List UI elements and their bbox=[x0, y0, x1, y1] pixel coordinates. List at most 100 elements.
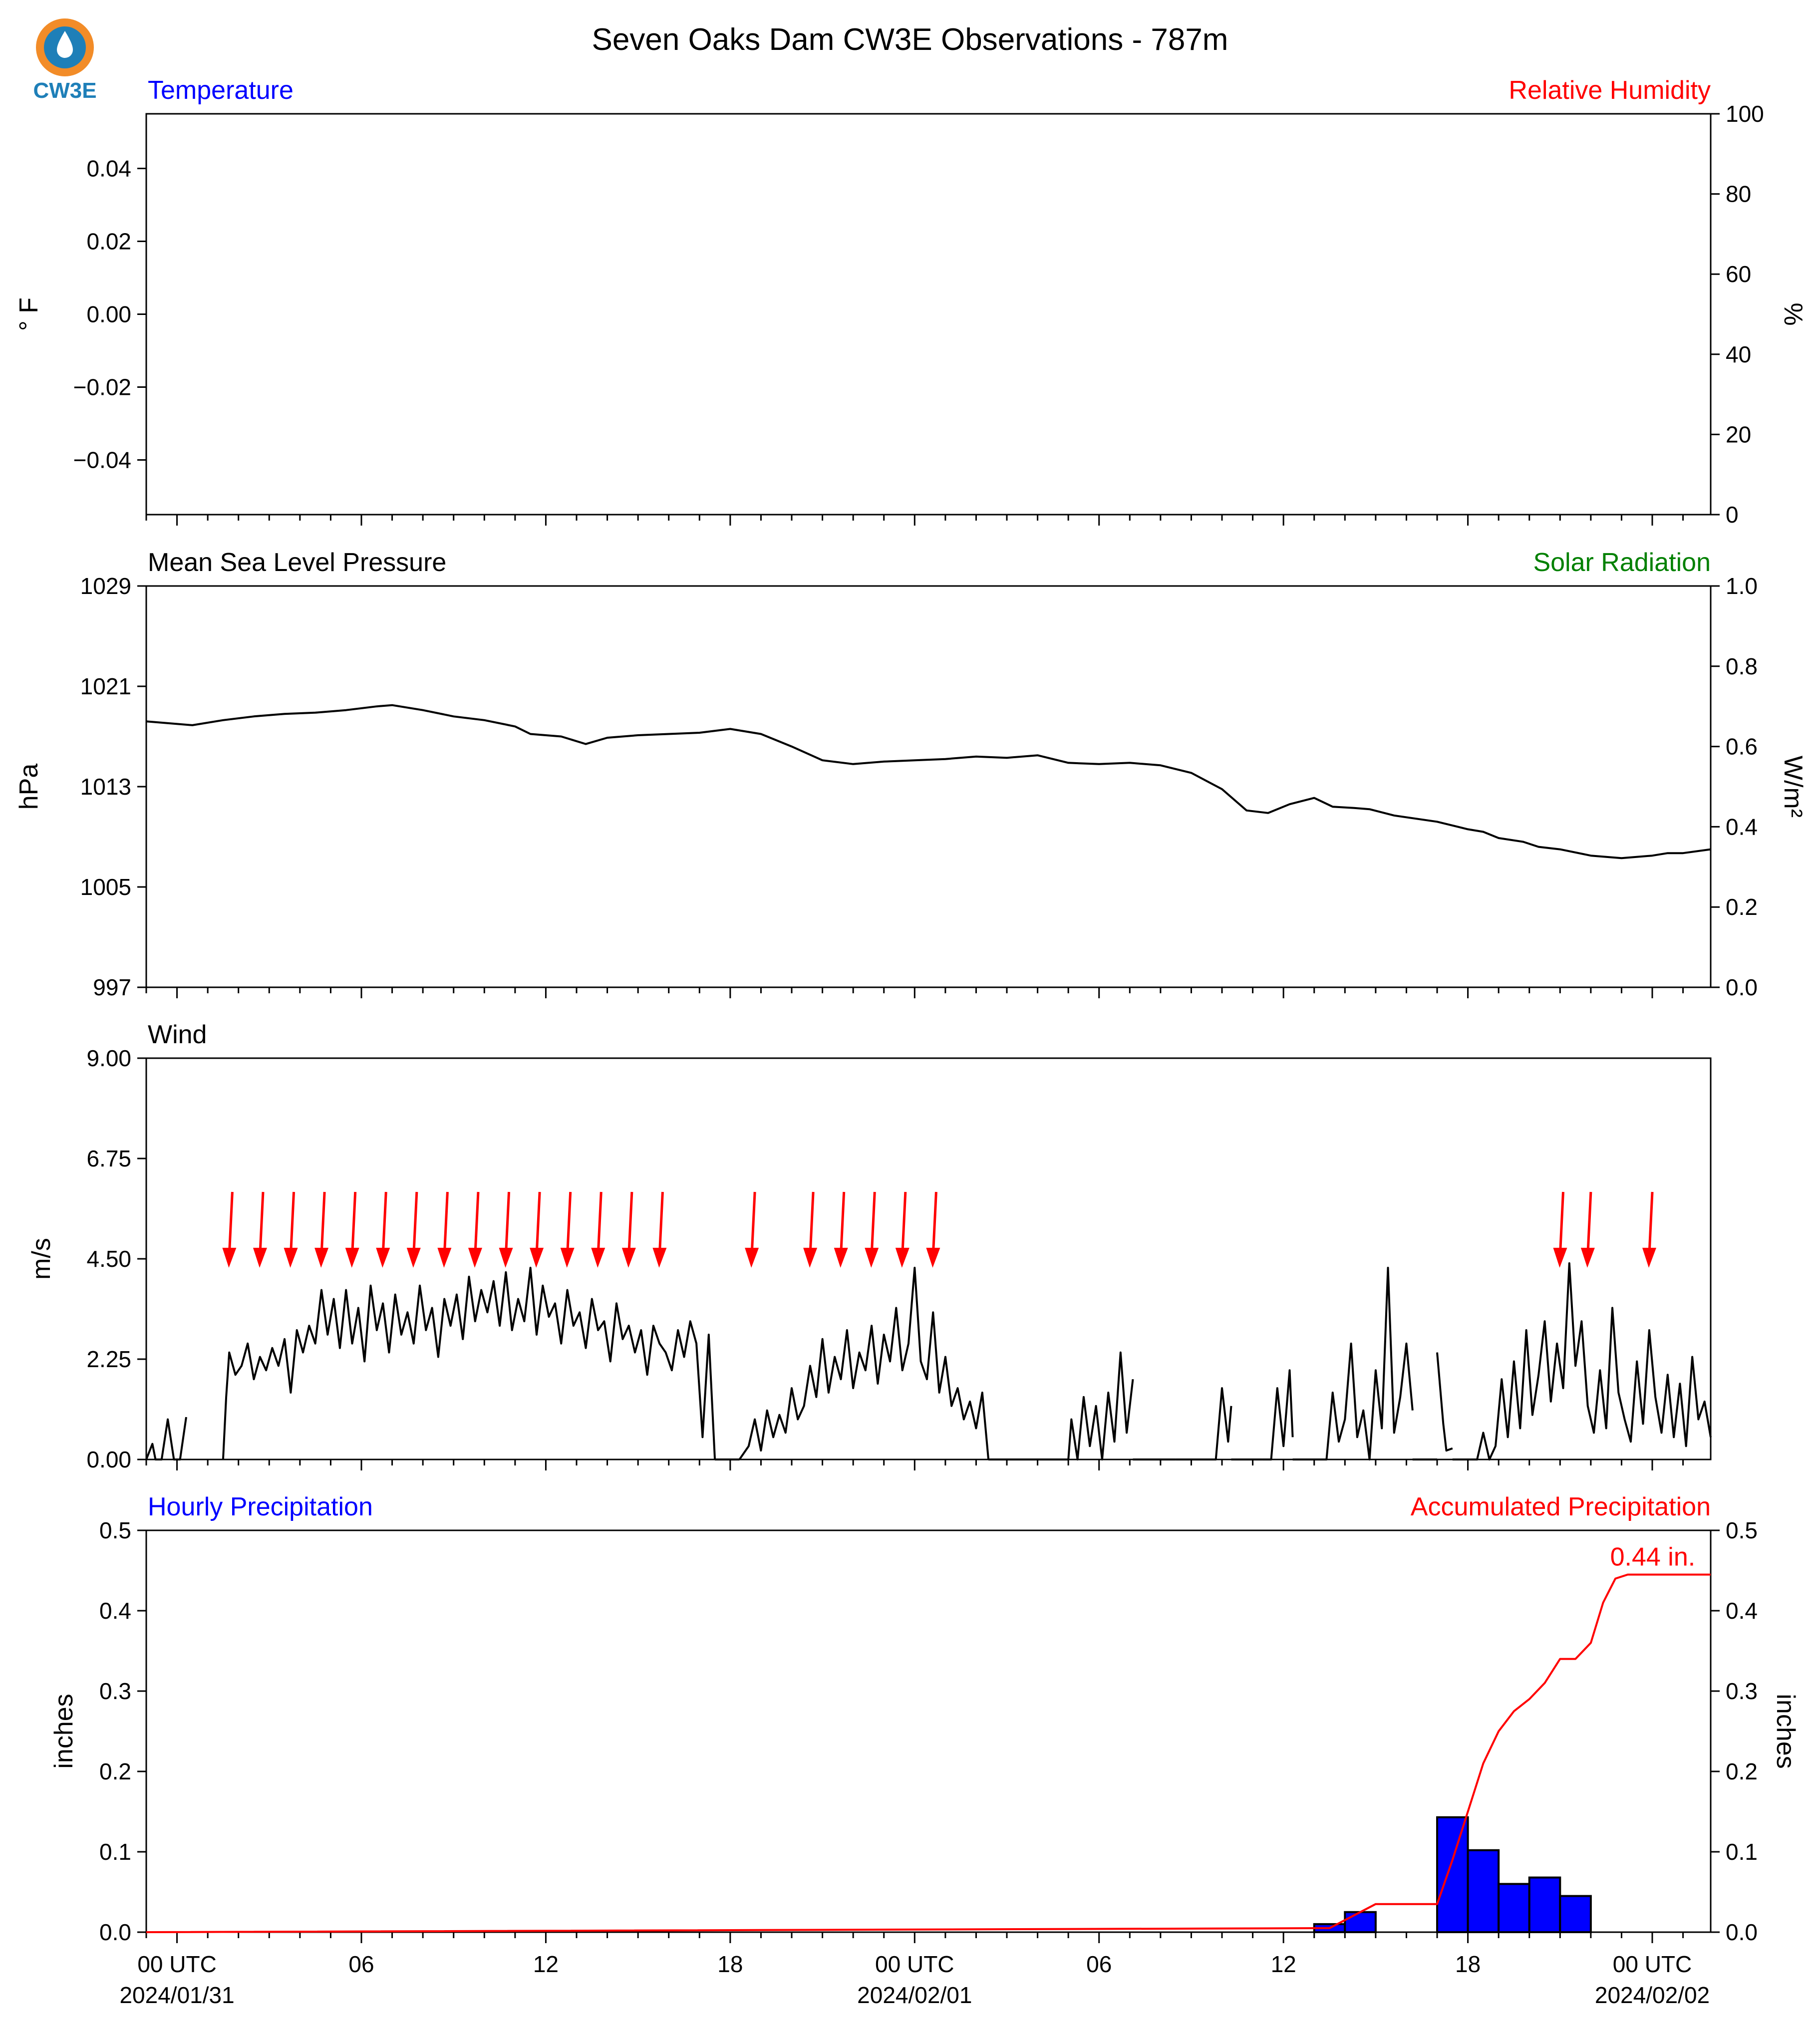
panel-right-label: Relative Humidity bbox=[1509, 76, 1711, 105]
y-right-tick-label: 0.1 bbox=[1726, 1839, 1758, 1865]
x-tick-label: 12 bbox=[1271, 1951, 1296, 1977]
x-date-label: 2024/01/31 bbox=[119, 1982, 234, 2008]
x-tick-label: 18 bbox=[1455, 1951, 1481, 1977]
x-tick-label: 00 UTC bbox=[875, 1951, 954, 1977]
wind-direction-arrowhead bbox=[1642, 1247, 1657, 1268]
x-tick-label: 00 UTC bbox=[137, 1951, 216, 1977]
y-left-tick-label: 0.00 bbox=[86, 1447, 131, 1472]
wind-direction-arrowhead bbox=[530, 1247, 544, 1268]
chart-title: Seven Oaks Dam CW3E Observations - 787m bbox=[592, 22, 1228, 57]
y-right-tick-label: 0.4 bbox=[1726, 1598, 1758, 1624]
y-left-tick-label: 0.4 bbox=[99, 1598, 131, 1624]
panel-left-label: Temperature bbox=[148, 76, 294, 105]
wind-direction-arrow bbox=[535, 1191, 541, 1254]
wind-direction-arrow bbox=[351, 1191, 357, 1254]
y-left-tick-label: −0.02 bbox=[73, 374, 131, 400]
y-left-tick-label: 0.3 bbox=[99, 1678, 131, 1704]
hourly-precip-bar bbox=[1559, 1895, 1592, 1934]
wind-direction-arrowhead bbox=[560, 1247, 575, 1268]
wind-direction-arrow bbox=[474, 1191, 480, 1254]
y-right-tick-label: 0.8 bbox=[1726, 653, 1758, 679]
wind-direction-arrow bbox=[1558, 1191, 1564, 1254]
y-right-axis-label: W/m² bbox=[1779, 756, 1808, 818]
wind-direction-arrow bbox=[290, 1191, 296, 1254]
y-right-tick-label: 80 bbox=[1726, 181, 1751, 207]
wind-direction-arrow bbox=[931, 1191, 937, 1254]
hourly-precip-bar bbox=[1467, 1849, 1500, 1934]
panel-frame bbox=[145, 113, 1712, 516]
accumulated-precip-line bbox=[146, 1573, 1711, 1933]
wind-direction-arrow bbox=[1648, 1191, 1654, 1254]
wind-direction-arrow bbox=[505, 1191, 511, 1254]
y-left-axis-label: hPa bbox=[14, 764, 43, 810]
wind-direction-arrowhead bbox=[406, 1247, 421, 1268]
panel-left-label: Mean Sea Level Pressure bbox=[148, 548, 446, 577]
wind-direction-arrowhead bbox=[591, 1247, 606, 1268]
y-right-tick-label: 0.2 bbox=[1726, 894, 1758, 920]
y-left-tick-label: −0.04 bbox=[73, 447, 131, 473]
x-tick-label: 00 UTC bbox=[1613, 1951, 1692, 1977]
y-right-tick-label: 60 bbox=[1726, 261, 1751, 287]
panel-frame bbox=[145, 585, 1712, 988]
y-right-tick-label: 0 bbox=[1726, 502, 1739, 528]
y-right-tick-label: 20 bbox=[1726, 421, 1751, 447]
wind-direction-arrow bbox=[381, 1191, 387, 1254]
panel-right-label: Solar Radiation bbox=[1533, 548, 1711, 577]
wind-direction-arrow bbox=[597, 1191, 603, 1254]
wind-direction-arrowhead bbox=[926, 1247, 940, 1268]
wind-direction-arrowhead bbox=[621, 1247, 636, 1268]
x-date-label: 2024/02/01 bbox=[857, 1982, 972, 2008]
panel-precipitation: Hourly Precipitation Accumulated Precipit… bbox=[49, 1492, 1800, 2008]
y-left-tick-label: 4.50 bbox=[86, 1246, 131, 1272]
y-right-tick-label: 0.3 bbox=[1726, 1678, 1758, 1704]
y-left-tick-label: 0.0 bbox=[99, 1919, 131, 1945]
y-left-axis-label: ° F bbox=[14, 297, 43, 331]
y-left-tick-label: 0.2 bbox=[99, 1758, 131, 1784]
y-left-tick-label: 2.25 bbox=[86, 1346, 131, 1372]
wind-direction-arrowhead bbox=[284, 1247, 298, 1268]
y-left-axis-label: inches bbox=[49, 1694, 78, 1768]
y-right-tick-label: 0.6 bbox=[1726, 734, 1758, 760]
y-left-tick-label: 1029 bbox=[80, 573, 131, 599]
wind-direction-arrow bbox=[1586, 1191, 1592, 1254]
wind-direction-arrowhead bbox=[865, 1247, 879, 1268]
logo-drop-icon bbox=[57, 31, 73, 58]
y-right-tick-label: 0.5 bbox=[1726, 1517, 1758, 1543]
wind-direction-arrowhead bbox=[652, 1247, 667, 1268]
wind-direction-arrowhead bbox=[314, 1247, 329, 1268]
y-left-tick-label: 1021 bbox=[80, 673, 131, 699]
hourly-precip-bar bbox=[1528, 1876, 1561, 1934]
wind-direction-arrowhead bbox=[222, 1247, 237, 1268]
wind-direction-arrow bbox=[840, 1191, 846, 1254]
y-left-tick-label: 0.04 bbox=[86, 156, 131, 182]
logo-text: CW3E bbox=[33, 78, 96, 103]
panel-frame bbox=[145, 1529, 1712, 1933]
y-left-tick-label: 0.00 bbox=[86, 301, 131, 327]
y-left-tick-label: 997 bbox=[93, 974, 131, 1000]
wind-direction-arrowhead bbox=[376, 1247, 390, 1268]
y-left-tick-label: 0.02 bbox=[86, 229, 131, 255]
y-left-tick-label: 1005 bbox=[80, 874, 131, 900]
x-tick-label: 06 bbox=[348, 1951, 374, 1977]
wind-direction-arrowhead bbox=[1553, 1247, 1567, 1268]
wind-direction-arrow bbox=[412, 1191, 418, 1254]
x-tick-label: 18 bbox=[717, 1951, 743, 1977]
y-right-axis-label: % bbox=[1779, 302, 1808, 325]
wind-direction-arrow bbox=[658, 1191, 664, 1254]
y-right-tick-label: 1.0 bbox=[1726, 573, 1758, 599]
wind-direction-arrowhead bbox=[803, 1247, 818, 1268]
y-right-tick-label: 0.0 bbox=[1726, 1919, 1758, 1945]
wind-direction-arrow bbox=[228, 1191, 234, 1254]
wind-direction-arrow bbox=[750, 1191, 756, 1254]
wind-direction-arrowhead bbox=[895, 1247, 910, 1268]
y-right-tick-label: 40 bbox=[1726, 341, 1751, 367]
wind-direction-arrow bbox=[901, 1191, 907, 1254]
wind-direction-arrowhead bbox=[345, 1247, 359, 1268]
x-tick-label: 12 bbox=[533, 1951, 559, 1977]
wind-direction-arrowhead bbox=[253, 1247, 267, 1268]
wind-direction-arrow bbox=[259, 1191, 265, 1254]
wind-direction-arrow bbox=[443, 1191, 449, 1254]
y-right-tick-label: 0.4 bbox=[1726, 814, 1758, 840]
hourly-precip-bar bbox=[1498, 1883, 1530, 1933]
